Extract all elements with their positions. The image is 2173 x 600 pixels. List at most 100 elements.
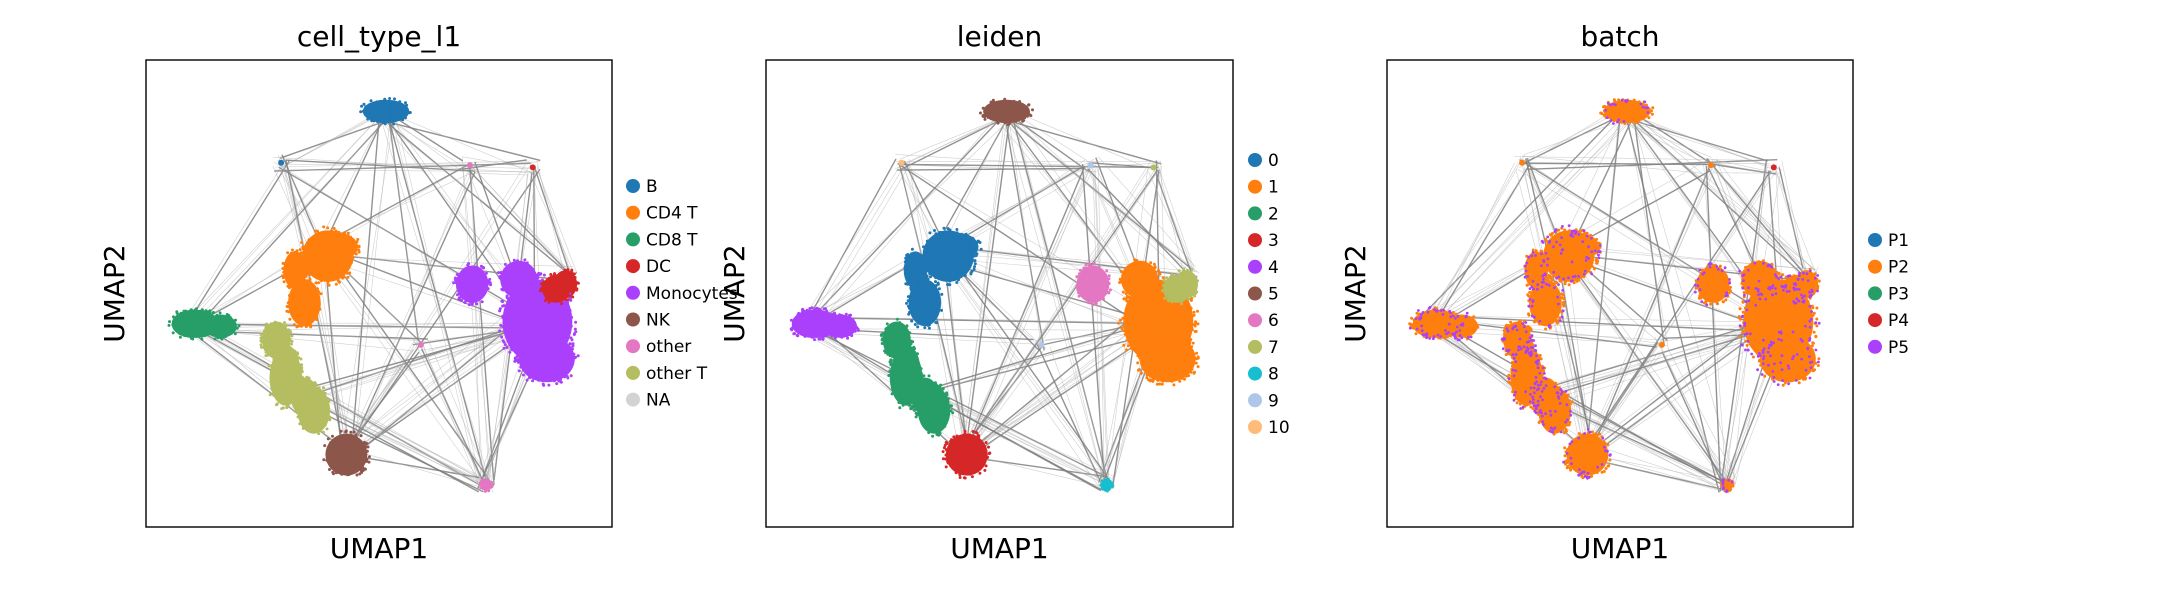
cell-point bbox=[847, 328, 851, 332]
cell-point bbox=[948, 283, 952, 287]
cell-point bbox=[1552, 260, 1555, 264]
cell-point bbox=[299, 357, 303, 361]
cell-point bbox=[946, 407, 950, 411]
cell-point bbox=[305, 247, 309, 251]
cell-point bbox=[909, 286, 913, 290]
cell-point bbox=[532, 297, 536, 301]
cell-point bbox=[812, 323, 816, 327]
cell-point bbox=[346, 275, 350, 279]
edge-line bbox=[930, 321, 1151, 390]
cell-point bbox=[1124, 311, 1128, 315]
cell-point bbox=[824, 334, 828, 338]
cell-point bbox=[362, 449, 366, 453]
edge-line bbox=[1157, 163, 1186, 278]
cell-point bbox=[944, 457, 947, 461]
cell-point bbox=[901, 346, 904, 350]
edge-line bbox=[923, 392, 1111, 488]
cell-point bbox=[1138, 300, 1142, 303]
cell-point bbox=[1088, 262, 1091, 266]
cell-point bbox=[524, 293, 528, 297]
cell-point bbox=[1616, 107, 1620, 111]
cell-point bbox=[1154, 289, 1158, 293]
cell-point bbox=[935, 420, 939, 423]
cell-point bbox=[542, 362, 546, 366]
edge-line bbox=[351, 165, 471, 458]
cell-point bbox=[267, 364, 271, 368]
cell-point bbox=[321, 276, 325, 280]
cell-point bbox=[1101, 275, 1105, 279]
cell-point bbox=[828, 332, 832, 336]
cell-point bbox=[545, 281, 549, 285]
cell-point bbox=[215, 313, 219, 317]
cell-point bbox=[550, 328, 554, 332]
plot-area bbox=[789, 97, 1200, 493]
cell-point bbox=[936, 232, 940, 236]
legend-label: other T bbox=[646, 364, 708, 384]
cell-point bbox=[1647, 116, 1651, 120]
cell-point bbox=[937, 430, 941, 434]
cell-point bbox=[970, 470, 974, 474]
cell-point bbox=[813, 338, 816, 342]
cell-point bbox=[949, 439, 953, 443]
cell-point bbox=[960, 434, 964, 438]
cell-point bbox=[513, 289, 517, 293]
cell-point bbox=[515, 318, 519, 322]
cell-point bbox=[225, 330, 229, 334]
cell-point bbox=[1182, 267, 1186, 271]
cell-point bbox=[563, 365, 567, 369]
cell-point bbox=[321, 247, 325, 251]
cell-point bbox=[309, 323, 313, 327]
cell-point bbox=[816, 317, 820, 321]
cell-point bbox=[934, 232, 938, 236]
cell-point bbox=[278, 336, 282, 340]
cell-point bbox=[225, 313, 229, 316]
cell-point bbox=[566, 286, 569, 290]
edge-line bbox=[285, 159, 475, 172]
cell-point bbox=[546, 351, 550, 355]
edge-line bbox=[1527, 167, 1782, 323]
edge-line bbox=[302, 325, 535, 403]
cell-point bbox=[282, 346, 286, 350]
cell-point bbox=[345, 440, 349, 444]
cell-point bbox=[963, 439, 967, 443]
edge-line bbox=[963, 171, 1158, 456]
cell-point bbox=[298, 363, 302, 367]
cell-point bbox=[795, 323, 799, 326]
cell-point bbox=[303, 401, 307, 405]
cell-point bbox=[1175, 311, 1179, 315]
cell-point bbox=[1029, 114, 1033, 118]
cell-point bbox=[571, 291, 574, 295]
cell-point bbox=[1092, 261, 1096, 265]
cell-point bbox=[924, 254, 928, 258]
cell-point bbox=[505, 282, 509, 286]
cell-point bbox=[549, 356, 553, 360]
edge-line bbox=[1622, 105, 1720, 493]
cell-point bbox=[212, 318, 216, 322]
cell-point bbox=[520, 329, 523, 333]
cell-point bbox=[328, 468, 331, 471]
cell-point bbox=[1177, 273, 1181, 277]
cell-point bbox=[1169, 360, 1173, 364]
cell-point bbox=[925, 265, 929, 269]
cell-point bbox=[296, 255, 300, 258]
edge-line bbox=[305, 323, 538, 395]
cell-point bbox=[846, 336, 850, 340]
cell-point bbox=[561, 343, 565, 346]
cell-point bbox=[303, 271, 307, 275]
cell-point bbox=[1151, 331, 1155, 334]
cell-point bbox=[543, 299, 547, 303]
cell-point bbox=[299, 413, 303, 417]
edge-line bbox=[1703, 163, 1728, 493]
cell-point bbox=[922, 411, 925, 415]
cell-point bbox=[363, 440, 366, 444]
cell-point bbox=[175, 310, 179, 314]
cell-point bbox=[926, 287, 930, 291]
cell-point bbox=[296, 311, 299, 315]
cell-point bbox=[1191, 288, 1195, 292]
cell-point bbox=[896, 358, 900, 362]
cell-point bbox=[1612, 119, 1616, 123]
cell-point bbox=[569, 324, 573, 328]
cell-point bbox=[906, 295, 910, 299]
cell-point bbox=[1136, 361, 1140, 365]
cell-point bbox=[566, 268, 570, 272]
